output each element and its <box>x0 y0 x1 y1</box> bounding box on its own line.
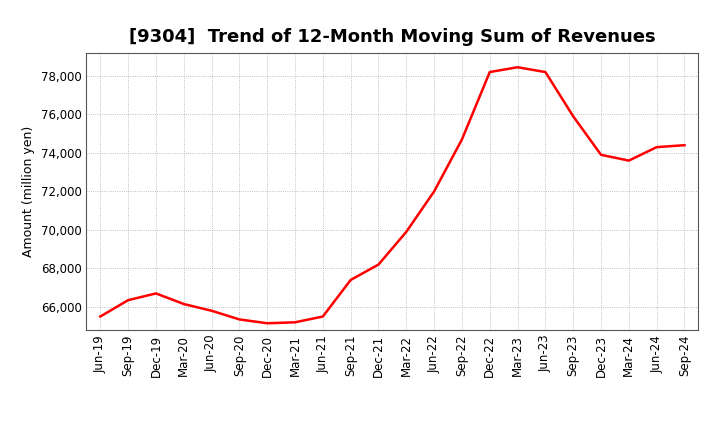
Title: [9304]  Trend of 12-Month Moving Sum of Revenues: [9304] Trend of 12-Month Moving Sum of R… <box>129 28 656 46</box>
Y-axis label: Amount (million yen): Amount (million yen) <box>22 126 35 257</box>
